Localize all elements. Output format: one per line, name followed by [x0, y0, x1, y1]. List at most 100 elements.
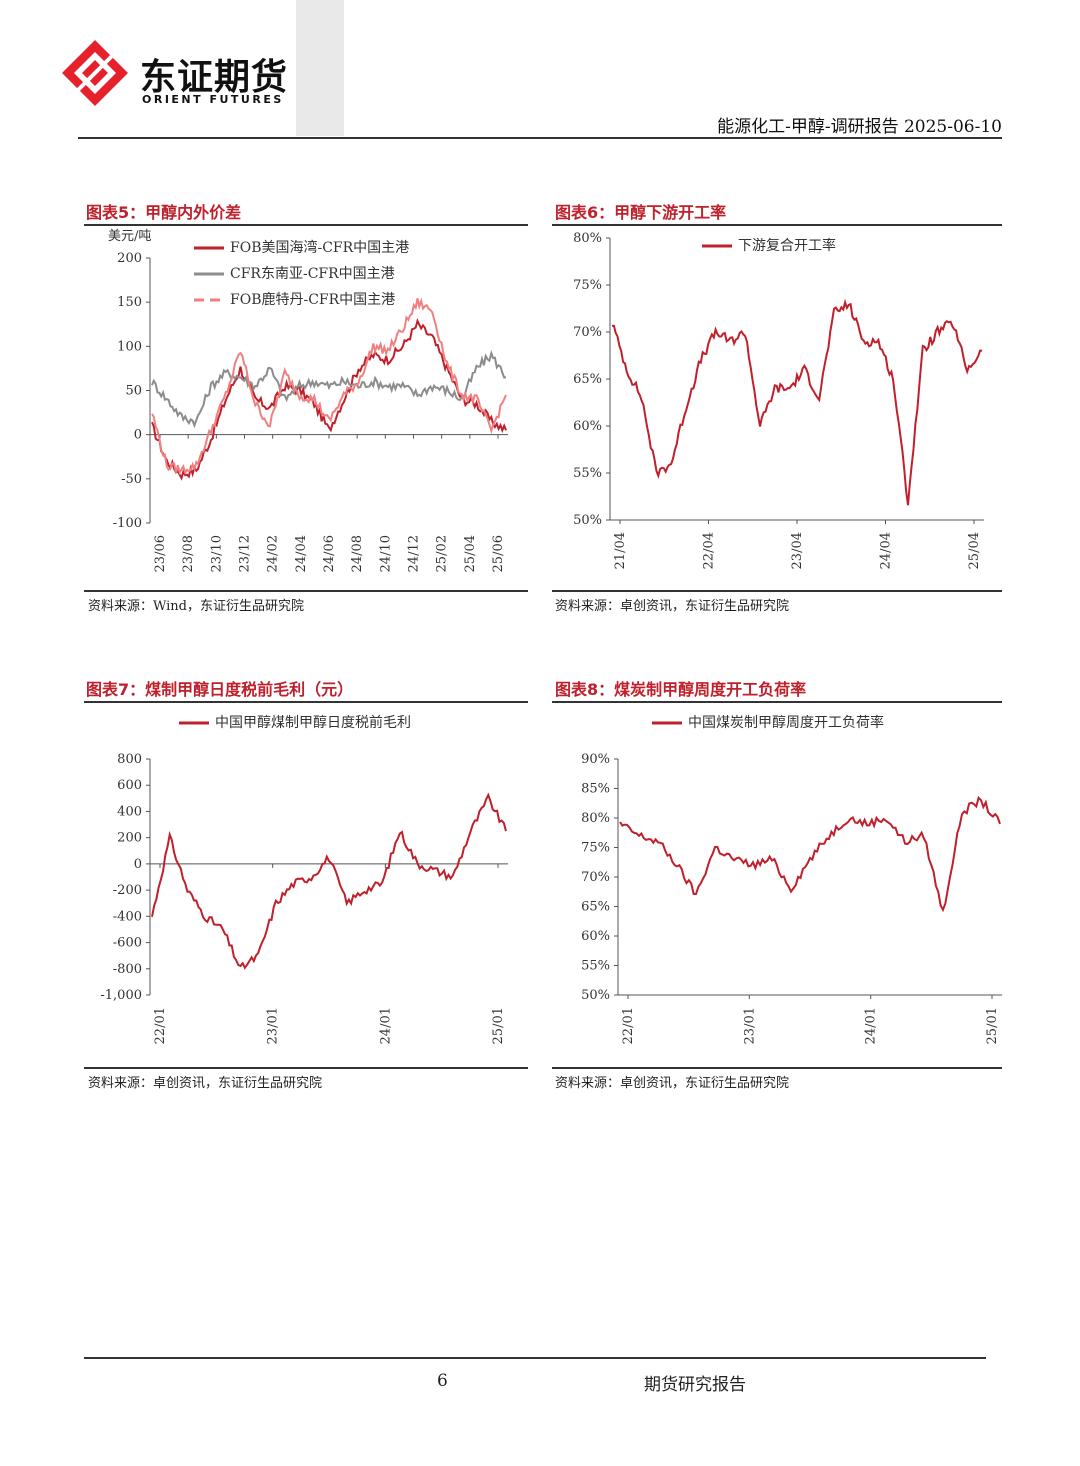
legend-label: 中国甲醇煤制甲醇日度税前毛利 — [215, 714, 411, 731]
y-tick-label: 50 — [125, 384, 142, 399]
figure-8-source: 资料来源：卓创资讯，东证衍生品研究院 — [555, 1076, 790, 1091]
y-tick-label: 75% — [573, 278, 602, 293]
y-tick-label: 0 — [134, 857, 142, 872]
x-tick-label: 25/02 — [435, 535, 450, 572]
x-tick-label: 24/01 — [864, 1007, 879, 1044]
x-tick-label: 25/06 — [491, 535, 506, 572]
y-tick-label: 75% — [581, 841, 610, 856]
x-tick-label: 24/04 — [879, 532, 894, 569]
x-tick-label: 24/02 — [266, 535, 281, 572]
y-tick-label: 200 — [117, 251, 142, 266]
page-number: 6 — [437, 1371, 448, 1391]
logo-mark-icon — [62, 40, 128, 106]
figure-5-top-rule — [84, 224, 528, 226]
y-tick-label: 800 — [117, 752, 142, 767]
y-tick-label: -1,000 — [100, 988, 142, 1003]
y-tick-label: 65% — [573, 372, 602, 387]
y-tick-label: -600 — [113, 936, 142, 951]
figure-5-bottom-rule — [84, 590, 528, 592]
series-line-1 — [619, 795, 1001, 913]
logo-chinese-name: 东证期货 — [140, 57, 289, 98]
x-tick-label: 21/04 — [613, 532, 628, 569]
y-tick-label: -400 — [113, 909, 142, 924]
figure-7-title: 图表7：煤制甲醇日度税前毛利（元） — [86, 680, 354, 699]
figure-6-chart: 80% 75% 70% 65% 60% 55% 50% 21/04 22/04 23/04 24/0… — [552, 226, 1002, 588]
x-tick-label: 22/01 — [621, 1007, 636, 1044]
legend-label: 中国煤炭制甲醇周度开工负荷率 — [688, 714, 884, 731]
y-tick-label: 85% — [581, 782, 610, 797]
y-tick-label: 60% — [581, 929, 610, 944]
y-tick-label: 70% — [581, 870, 610, 885]
legend-label: FOB鹿特丹-CFR中国主港 — [230, 291, 395, 308]
x-tick-label: 25/04 — [463, 535, 478, 572]
legend-label: FOB美国海湾-CFR中国主港 — [230, 239, 409, 256]
company-logo: 东证期货 ORIENT FUTURES — [60, 38, 300, 113]
figure-8-title: 图表8：煤炭制甲醇周度开工负荷率 — [555, 680, 807, 699]
logo-english-name: ORIENT FUTURES — [142, 93, 284, 106]
x-tick-label: 22/01 — [153, 1007, 168, 1044]
series-line-3 — [151, 297, 507, 476]
footer-divider — [84, 1357, 986, 1359]
series-line-1 — [611, 298, 983, 506]
x-tick-label: 23/12 — [238, 535, 253, 572]
figure-8-top-rule — [552, 701, 1002, 703]
y-tick-label: 150 — [117, 295, 142, 310]
y-tick-label: 100 — [117, 339, 142, 354]
header-decor-band — [296, 0, 344, 136]
y-tick-label: -100 — [113, 516, 142, 531]
y-tick-label: 55% — [573, 466, 602, 481]
x-tick-label: 23/06 — [153, 535, 168, 572]
y-tick-label: 400 — [117, 804, 142, 819]
y-tick-label: 60% — [573, 419, 602, 434]
figure-6-bottom-rule — [552, 590, 1002, 592]
figure-5-chart: 200 150 100 50 0 -50 -100 23/06 23/08 23/10 23/12 2… — [84, 226, 528, 588]
x-tick-label: 24/12 — [407, 535, 422, 572]
figure-5-source: 资料来源：Wind，东证衍生品研究院 — [88, 599, 304, 614]
y-tick-label: 55% — [581, 959, 610, 974]
y-tick-label: -800 — [113, 962, 142, 977]
report-title: 能源化工-甲醇-调研报告 2025-06-10 — [717, 117, 1002, 137]
figure-7-bottom-rule — [84, 1067, 528, 1069]
x-tick-label: 23/08 — [181, 535, 196, 572]
x-tick-label: 23/10 — [209, 535, 224, 572]
figure-7-chart: 800 600 400 200 0 -200 -400 -600 -800 -1,000 22/01… — [84, 703, 528, 1065]
x-tick-label: 24/08 — [350, 535, 365, 572]
x-tick-label: 23/01 — [742, 1007, 757, 1044]
figure-5-title: 图表5：甲醇内外价差 — [86, 203, 242, 222]
y-tick-label: 50% — [581, 988, 610, 1003]
legend-label: CFR东南亚-CFR中国主港 — [230, 266, 395, 282]
y-tick-label: 200 — [117, 831, 142, 846]
y-unit-label: 美元/吨 — [108, 229, 151, 244]
x-tick-label: 23/01 — [266, 1007, 281, 1044]
x-tick-label: 25/01 — [491, 1007, 506, 1044]
y-tick-label: 65% — [581, 900, 610, 915]
y-tick-label: 70% — [573, 325, 602, 340]
legend-label: 下游复合开工率 — [738, 237, 836, 254]
figure-7-top-rule — [84, 701, 528, 703]
y-tick-label: -200 — [113, 883, 142, 898]
y-tick-label: 50% — [573, 513, 602, 528]
figure-6-top-rule — [552, 224, 1002, 226]
y-tick-label: 80% — [581, 811, 610, 826]
x-tick-label: 24/10 — [378, 535, 393, 572]
y-tick-label: 90% — [581, 752, 610, 767]
x-tick-label: 24/04 — [294, 535, 309, 572]
header-divider — [78, 137, 1002, 139]
figure-6-source: 资料来源：卓创资讯，东证衍生品研究院 — [555, 599, 790, 614]
y-tick-label: -50 — [121, 472, 142, 487]
x-tick-label: 22/04 — [702, 532, 717, 569]
figure-8-chart: 90% 85% 80% 75% 70% 65% 60% 55% 50% 22/01 23/01 24/… — [552, 703, 1002, 1065]
series-line-2 — [151, 349, 507, 429]
x-tick-label: 25/01 — [985, 1007, 1000, 1044]
figure-8-bottom-rule — [552, 1067, 1002, 1069]
y-tick-label: 80% — [573, 231, 602, 246]
x-tick-label: 24/01 — [378, 1007, 393, 1044]
y-tick-label: 0 — [134, 428, 142, 443]
x-tick-label: 25/04 — [967, 532, 982, 569]
x-tick-label: 23/04 — [790, 532, 805, 569]
x-tick-label: 24/06 — [322, 535, 337, 572]
y-tick-label: 600 — [117, 778, 142, 793]
series-line-1 — [151, 792, 507, 970]
footer-label: 期货研究报告 — [644, 1375, 746, 1395]
figure-6-title: 图表6：甲醇下游开工率 — [555, 203, 727, 222]
